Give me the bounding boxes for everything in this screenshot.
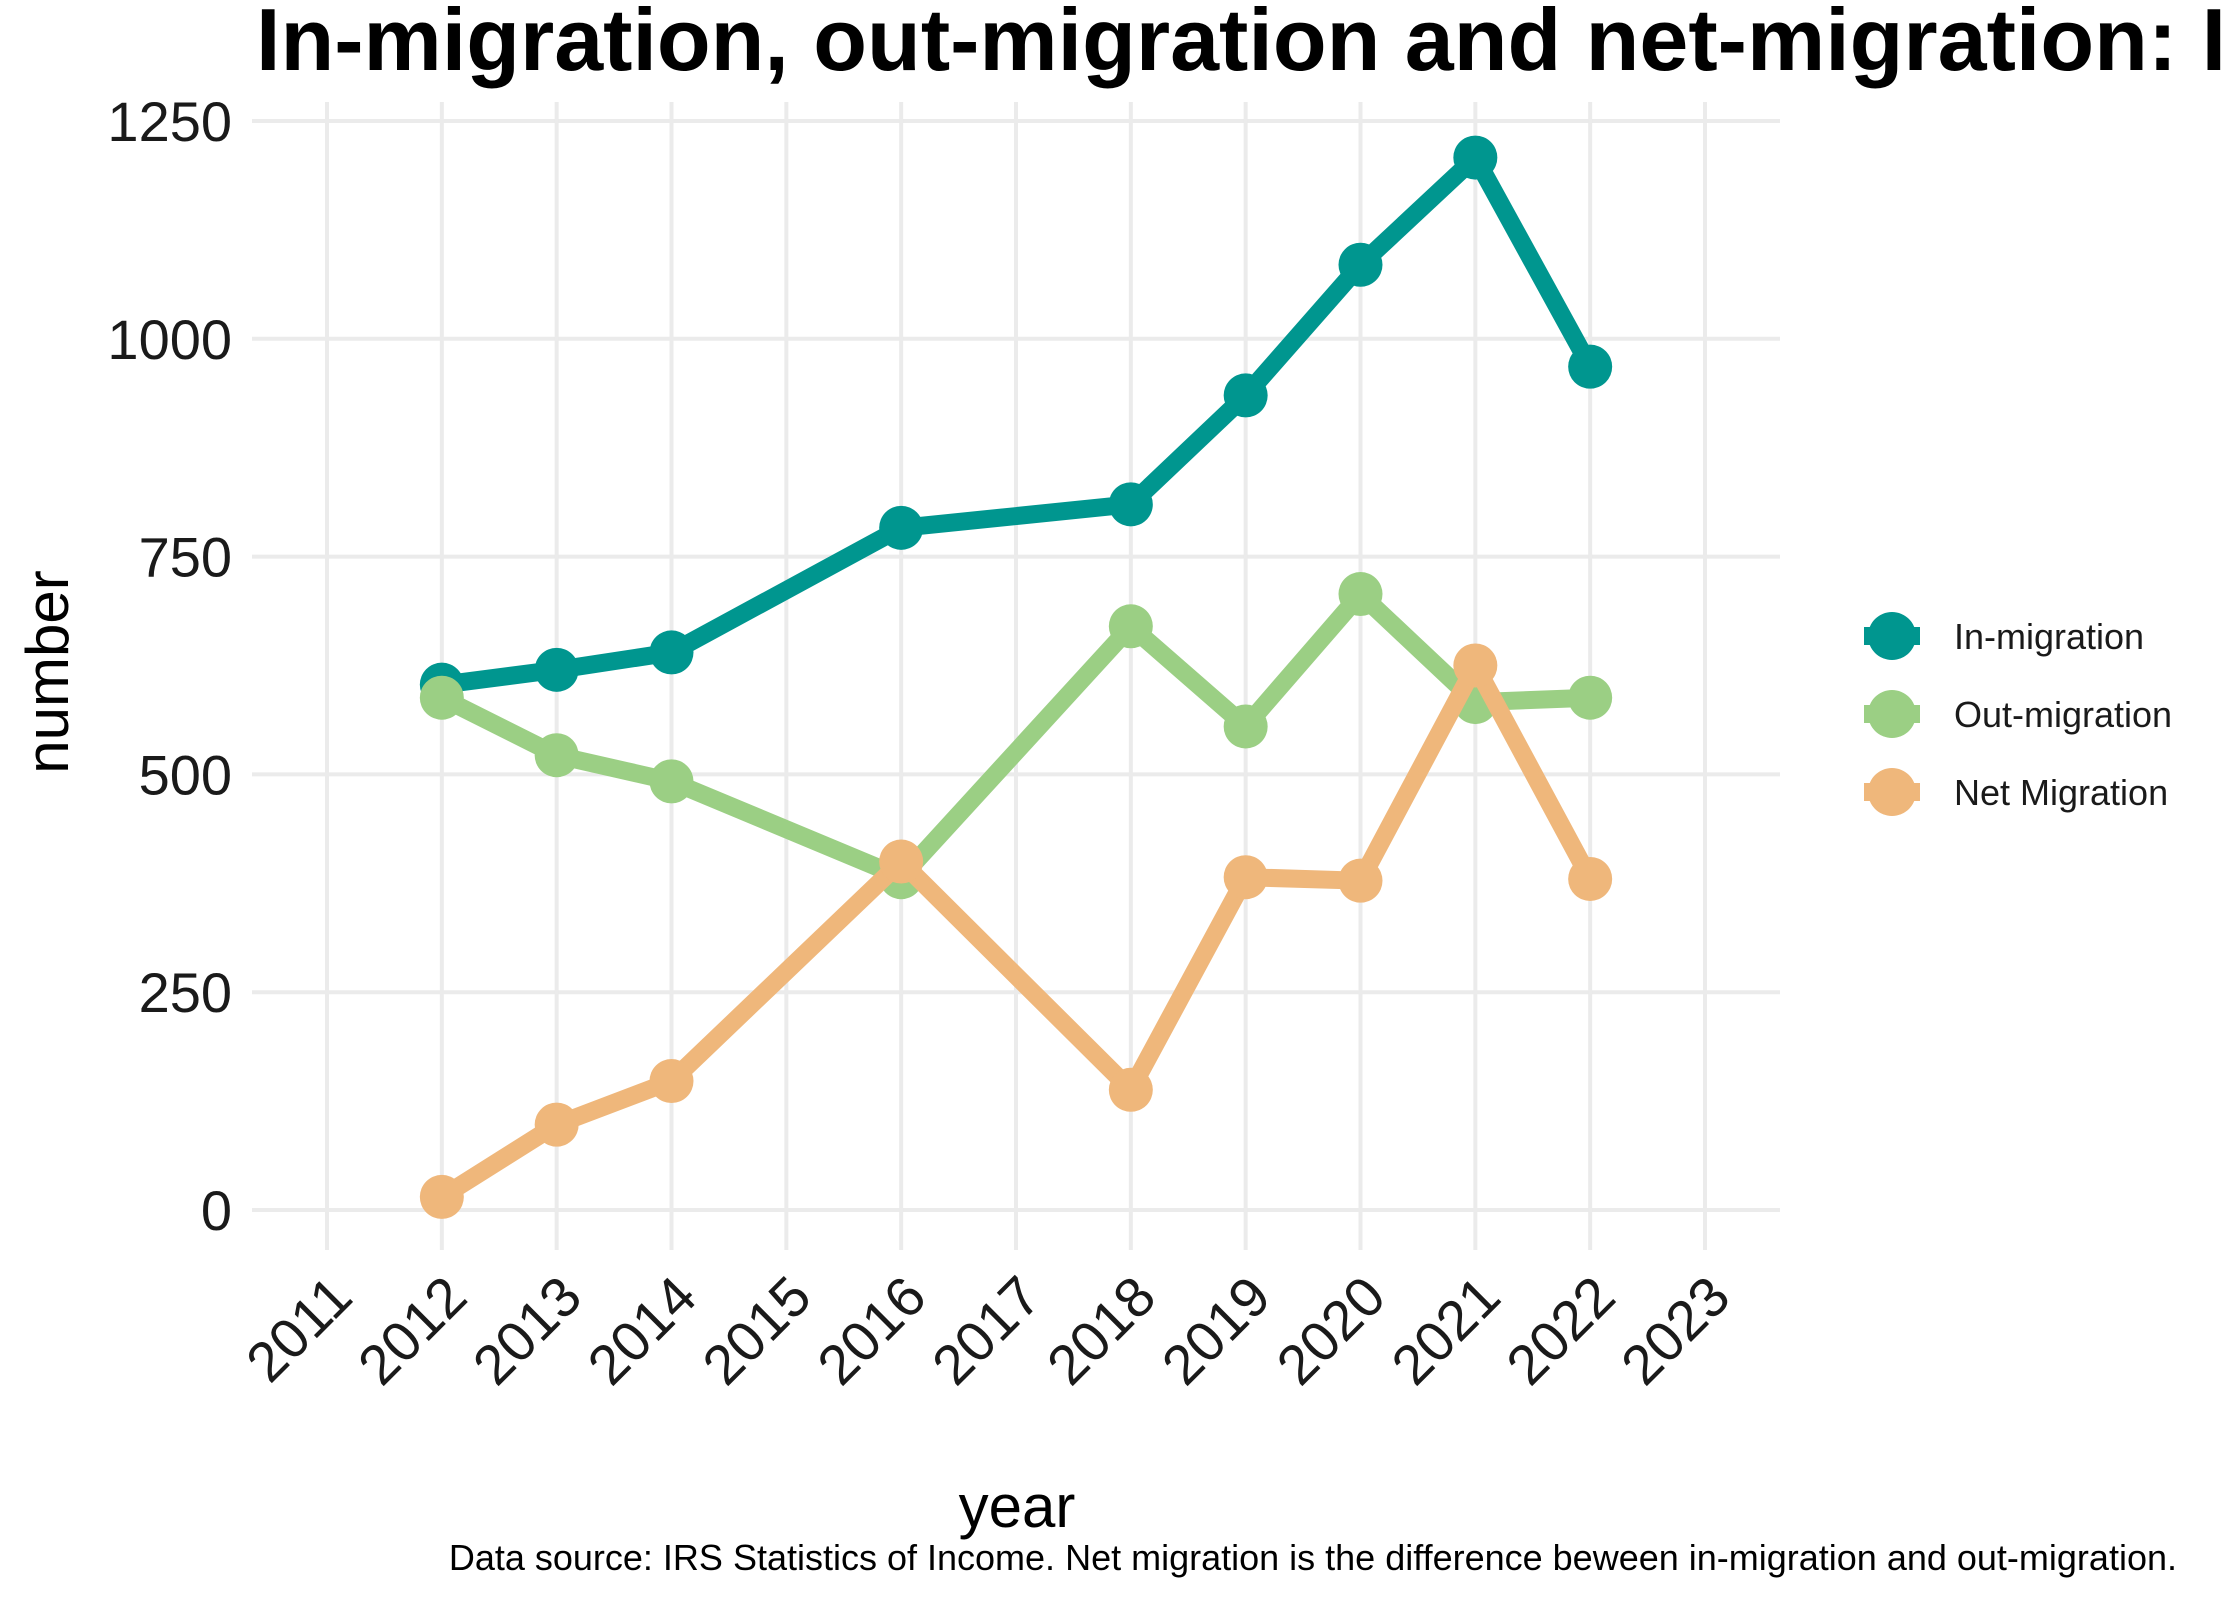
legend-label: In-migration xyxy=(1954,616,2144,657)
data-point xyxy=(1108,604,1153,649)
data-point xyxy=(534,733,579,778)
x-tick-label: 2015 xyxy=(690,1264,823,1397)
x-tick-label: 2014 xyxy=(575,1264,708,1397)
x-tick-label: 2022 xyxy=(1494,1264,1627,1397)
data-point xyxy=(419,1174,464,1219)
data-point xyxy=(1223,373,1268,418)
x-tick-label: 2013 xyxy=(461,1264,594,1397)
series-in-migration xyxy=(419,135,1613,707)
legend: In-migration Out-migration Net Migration xyxy=(1864,612,2172,816)
legend-label: Net Migration xyxy=(1954,772,2168,813)
x-tick-label: 2019 xyxy=(1150,1264,1283,1397)
data-point xyxy=(879,505,924,550)
data-point xyxy=(1338,242,1383,287)
data-point xyxy=(1338,858,1383,903)
legend-key-point xyxy=(1868,768,1916,816)
data-point xyxy=(879,839,924,884)
data-point xyxy=(1223,855,1268,900)
data-point xyxy=(1453,643,1498,688)
series-out-migration xyxy=(419,572,1613,900)
data-point xyxy=(649,1059,694,1104)
x-tick-label: 2020 xyxy=(1264,1264,1397,1397)
y-tick-label: 250 xyxy=(139,961,232,1024)
x-tick-label: 2017 xyxy=(920,1264,1053,1397)
x-axis-title: year xyxy=(959,1473,1076,1540)
data-point xyxy=(649,759,694,804)
data-point xyxy=(1108,1067,1153,1112)
data-point xyxy=(1108,482,1153,527)
y-tick-label: 1000 xyxy=(107,308,232,371)
caption: Data source: IRS Statistics of Income. N… xyxy=(449,1537,2177,1578)
x-tick-label: 2011 xyxy=(234,1264,364,1394)
data-point xyxy=(649,630,694,675)
y-tick-label: 500 xyxy=(139,743,232,806)
x-tick-label: 2021 xyxy=(1379,1264,1512,1397)
data-point xyxy=(534,647,579,692)
legend-item: In-migration xyxy=(1864,612,2144,660)
data-point xyxy=(1338,572,1383,617)
data-point xyxy=(419,675,464,720)
legend-item: Net Migration xyxy=(1864,768,2168,816)
data-point xyxy=(1568,344,1613,389)
x-axis-ticks: 2011201220132014201520162017201820192020… xyxy=(234,1264,1742,1397)
data-point xyxy=(1568,675,1613,720)
data-point xyxy=(534,1102,579,1147)
legend-key-point xyxy=(1868,612,1916,660)
data-point xyxy=(1568,856,1613,901)
series-net-migration xyxy=(419,643,1613,1219)
data-point xyxy=(1453,135,1498,180)
y-tick-label: 1250 xyxy=(107,90,232,153)
chart-title: In-migration, out-migration and net-migr… xyxy=(256,0,2226,89)
x-tick-label: 2018 xyxy=(1035,1264,1168,1397)
legend-item: Out-migration xyxy=(1864,690,2172,738)
y-axis-title: number xyxy=(14,570,81,773)
legend-key-point xyxy=(1868,690,1916,738)
x-tick-label: 2023 xyxy=(1609,1264,1742,1397)
data-point xyxy=(1223,704,1268,749)
x-tick-label: 2012 xyxy=(346,1264,479,1397)
legend-label: Out-migration xyxy=(1954,694,2172,735)
series-layer xyxy=(419,135,1613,1219)
y-tick-label: 0 xyxy=(201,1179,232,1242)
y-tick-label: 750 xyxy=(139,526,232,589)
y-axis-ticks: 0 250 500 750 1000 1250 xyxy=(107,90,232,1242)
x-tick-label: 2016 xyxy=(805,1264,938,1397)
